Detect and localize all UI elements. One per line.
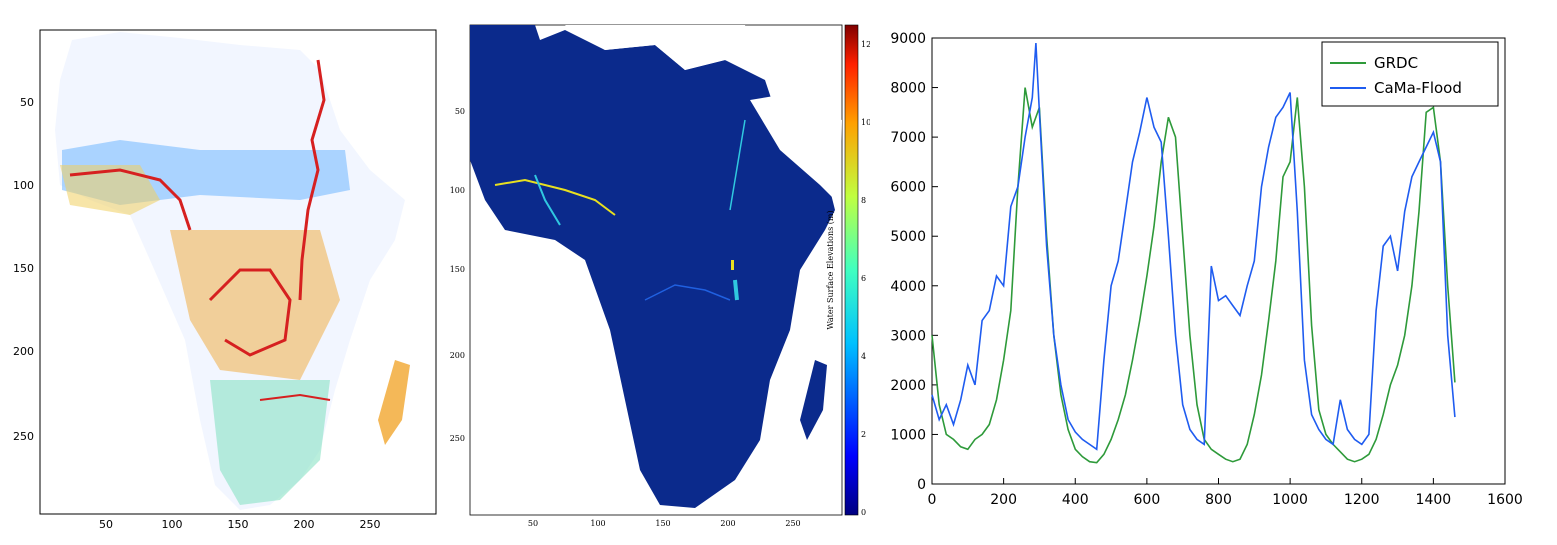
middle-heatmap-panel: Water Surface Elevations (m) 0 2 4 6 8 1… — [445, 0, 871, 545]
x-tick-label: 600 — [1134, 492, 1161, 508]
left-y-axis: 50 100 150 200 250 — [13, 96, 34, 443]
left-x-tick-label: 200 — [294, 518, 315, 531]
y-tick-label: 7000 — [890, 130, 926, 146]
left-heatmap-svg: 50 100 150 200 250 50 100 150 200 250 — [13, 29, 437, 531]
y-tick-label: 2000 — [890, 378, 926, 394]
middle-x-tick-label: 250 — [785, 519, 800, 528]
left-y-tick-label: 250 — [13, 430, 34, 443]
middle-madagascar — [800, 360, 827, 440]
left-x-tick-label: 250 — [360, 518, 381, 531]
middle-colorbar-label: Water Surface Elevations (m) — [826, 210, 835, 329]
y-tick-label: 4000 — [890, 279, 926, 295]
left-y-tick-label: 150 — [13, 262, 34, 275]
y-tick-label: 8000 — [890, 81, 926, 97]
left-river-nile — [298, 59, 326, 301]
legend-label-grdc: GRDC — [1374, 54, 1418, 72]
middle-mediterranean-white — [565, 25, 765, 70]
middle-river-niger — [494, 178, 616, 216]
middle-colorbar-tick-label: 2 — [861, 430, 866, 439]
y-tick-label: 3000 — [890, 328, 926, 344]
left-heatmap-panel: 50 100 150 200 250 50 100 150 200 250 — [0, 0, 445, 545]
line-chart-legend: GRDC CaMa-Flood — [1321, 41, 1499, 107]
line-chart-x-axis: 0 200 400 600 800 1000 1200 1400 1600 — [928, 478, 1523, 508]
x-tick-label: 1600 — [1487, 492, 1523, 508]
line-chart-svg: 0 200 400 600 800 1000 1200 1400 1600 0 1000 2000 3… — [890, 31, 1523, 508]
x-tick-label: 0 — [928, 492, 937, 508]
y-tick-label: 0 — [917, 477, 926, 493]
left-africa-speckle-central — [170, 230, 340, 380]
left-y-tick-label: 50 — [20, 96, 34, 109]
x-tick-label: 1200 — [1344, 492, 1380, 508]
x-tick-label: 1400 — [1416, 492, 1452, 508]
middle-river-lake — [733, 279, 739, 301]
middle-colorbar-tick-label: 4 — [861, 352, 866, 361]
middle-colorbar-tick-label: 10 — [861, 118, 870, 127]
x-tick-label: 200 — [990, 492, 1017, 508]
x-tick-label: 800 — [1205, 492, 1232, 508]
middle-y-tick-label: 250 — [450, 434, 465, 443]
right-line-chart-panel: 0 200 400 600 800 1000 1200 1400 1600 0 1000 2000 3… — [870, 0, 1557, 545]
middle-x-tick-label: 100 — [590, 519, 605, 528]
left-x-axis: 50 100 150 200 250 — [99, 518, 381, 531]
middle-x-tick-label: 50 — [528, 519, 538, 528]
middle-y-tick-label: 100 — [450, 186, 465, 195]
middle-river-nile — [729, 119, 746, 211]
line-chart-y-axis: 0 1000 2000 3000 4000 5000 6000 7000 8000 9000 — [890, 31, 938, 493]
left-africa-speckle-west — [60, 165, 160, 215]
left-river-zambezi — [259, 393, 331, 401]
y-tick-label: 5000 — [890, 229, 926, 245]
middle-red-sea-white — [750, 95, 842, 205]
x-tick-label: 1000 — [1272, 492, 1308, 508]
left-river-congo — [208, 268, 292, 357]
middle-lake-highlight — [731, 260, 734, 270]
middle-africa-land — [470, 25, 835, 508]
middle-colorbar-tick-label: 12 — [861, 40, 870, 49]
left-x-tick-label: 50 — [99, 518, 113, 531]
middle-colorbar-tick-label: 8 — [861, 196, 866, 205]
middle-y-tick-label: 50 — [455, 107, 465, 116]
legend-label-cama-flood: CaMa-Flood — [1374, 79, 1462, 97]
middle-y-axis: 50 100 150 200 250 — [450, 107, 465, 443]
middle-colorbar-ticks: 0 2 4 6 8 10 12 — [861, 40, 871, 517]
left-madagascar — [378, 360, 410, 445]
y-tick-label: 9000 — [890, 31, 926, 47]
y-tick-label: 1000 — [890, 427, 926, 443]
line-chart-frame — [931, 37, 1506, 485]
line-chart-series — [931, 42, 1456, 464]
series-line-grdc — [931, 87, 1456, 464]
left-y-tick-label: 200 — [13, 345, 34, 358]
middle-colorbar-tick-label: 6 — [861, 274, 866, 283]
series-line-cama-flood — [931, 42, 1456, 451]
left-x-tick-label: 100 — [162, 518, 183, 531]
middle-heatmap-svg: Water Surface Elevations (m) 0 2 4 6 8 1… — [450, 24, 871, 528]
middle-x-tick-label: 200 — [720, 519, 735, 528]
middle-x-axis: 50 100 150 200 250 — [528, 519, 801, 528]
middle-river-congo — [644, 284, 731, 301]
left-river-niger — [69, 168, 192, 231]
x-tick-label: 400 — [1062, 492, 1089, 508]
y-tick-label: 6000 — [890, 180, 926, 196]
legend-box — [1321, 41, 1499, 107]
left-africa-speckle-south — [210, 380, 330, 505]
middle-colorbar — [844, 24, 859, 516]
left-y-tick-label: 100 — [13, 179, 34, 192]
middle-y-tick-label: 150 — [450, 265, 465, 274]
middle-x-tick-label: 150 — [655, 519, 670, 528]
middle-y-tick-label: 200 — [450, 351, 465, 360]
middle-colorbar-tick-label: 0 — [861, 508, 866, 517]
middle-river-niger-2 — [534, 174, 561, 226]
left-x-tick-label: 150 — [228, 518, 249, 531]
